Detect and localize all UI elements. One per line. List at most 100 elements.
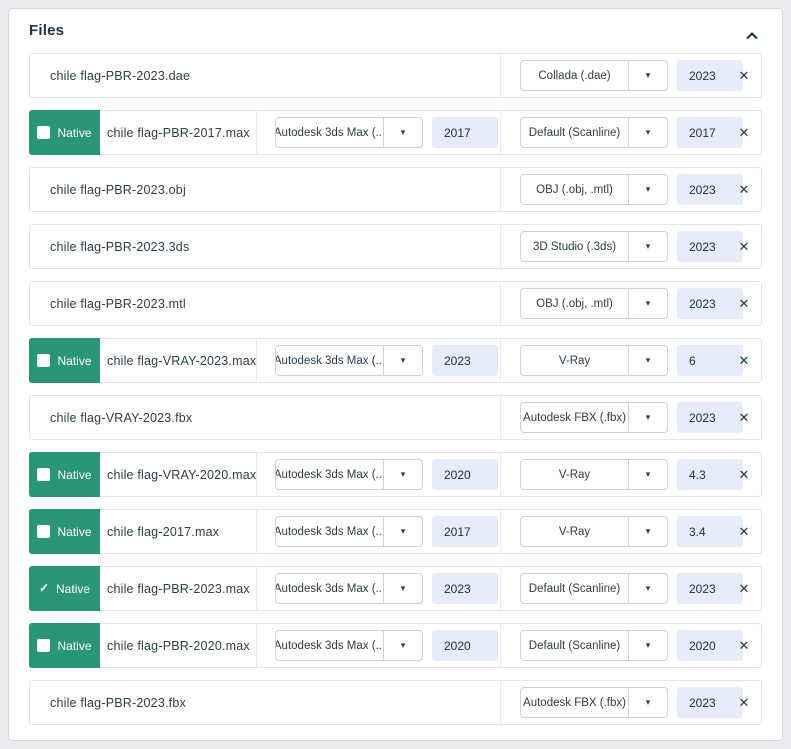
close-icon: ✕ xyxy=(738,238,750,254)
native-badge[interactable]: Native xyxy=(29,452,100,497)
native-checkbox[interactable]: ✓ xyxy=(38,581,50,595)
renderer-version-input[interactable] xyxy=(677,117,743,148)
chevron-down-icon[interactable]: ▾ xyxy=(400,127,406,137)
file-name: chile flag-VRAY-2020.max xyxy=(107,467,257,482)
file-row: Native chile flag-2017.max Autodesk 3ds … xyxy=(29,509,762,554)
chevron-down-icon[interactable]: ▾ xyxy=(645,526,651,536)
native-checkbox[interactable] xyxy=(37,126,51,139)
panel-header: Files xyxy=(9,9,782,53)
chevron-down-icon[interactable]: ▾ xyxy=(400,355,406,365)
renderer-version-input[interactable] xyxy=(677,288,743,319)
renderer-version-input[interactable] xyxy=(677,345,743,376)
renderer-version-input[interactable] xyxy=(677,231,743,262)
renderer-format-select[interactable]: 3D Studio (.3ds) ▾ xyxy=(520,231,668,262)
renderer-format-select-value: V-Ray xyxy=(521,460,629,489)
native-label: Native xyxy=(57,125,92,140)
renderer-version-input[interactable] xyxy=(677,402,743,433)
software-format-select[interactable]: Autodesk 3ds Max (... ▾ xyxy=(275,117,423,148)
renderer-format-select[interactable]: V-Ray ▾ xyxy=(520,516,668,547)
native-badge[interactable]: ✓ Native xyxy=(29,566,100,611)
software-format-group: Autodesk 3ds Max (... ▾ xyxy=(275,630,498,661)
renderer-format-select[interactable]: OBJ (.obj, .mtl) ▾ xyxy=(520,174,668,205)
renderer-format-select[interactable]: Autodesk FBX (.fbx) ▾ xyxy=(520,687,668,718)
close-button[interactable]: ✕ xyxy=(732,235,756,259)
renderer-format-select[interactable]: Default (Scanline) ▾ xyxy=(520,573,668,604)
renderer-format-select[interactable]: Autodesk FBX (.fbx) ▾ xyxy=(520,402,668,433)
chevron-down-icon[interactable]: ▾ xyxy=(645,184,651,194)
section-divider xyxy=(256,453,257,496)
file-name: chile flag-PBR-2023.fbx xyxy=(50,695,186,710)
close-button[interactable]: ✕ xyxy=(732,634,756,658)
chevron-down-icon[interactable]: ▾ xyxy=(645,241,651,251)
renderer-version-input[interactable] xyxy=(677,60,743,91)
native-badge[interactable]: Native xyxy=(29,338,100,383)
native-badge[interactable]: Native xyxy=(29,509,100,554)
software-format-select[interactable]: Autodesk 3ds Max (... ▾ xyxy=(275,630,423,661)
renderer-format-select[interactable]: V-Ray ▾ xyxy=(520,345,668,376)
chevron-down-icon[interactable]: ▾ xyxy=(400,469,406,479)
renderer-format-select[interactable]: OBJ (.obj, .mtl) ▾ xyxy=(520,288,668,319)
renderer-format-group: V-Ray ▾ xyxy=(520,516,743,547)
close-button[interactable]: ✕ xyxy=(732,520,756,544)
renderer-format-select[interactable]: Default (Scanline) ▾ xyxy=(520,630,668,661)
renderer-format-select[interactable]: Collada (.dae) ▾ xyxy=(520,60,668,91)
native-checkbox[interactable] xyxy=(37,639,51,652)
native-badge[interactable]: Native xyxy=(29,623,100,668)
section-divider xyxy=(500,510,501,553)
software-version-input[interactable] xyxy=(432,573,498,604)
renderer-format-select-value: OBJ (.obj, .mtl) xyxy=(521,175,629,204)
renderer-format-select-value: Autodesk FBX (.fbx) xyxy=(521,403,629,432)
software-version-input[interactable] xyxy=(432,516,498,547)
chevron-down-icon[interactable]: ▾ xyxy=(645,70,651,80)
renderer-version-input[interactable] xyxy=(677,630,743,661)
close-button[interactable]: ✕ xyxy=(732,406,756,430)
chevron-down-icon[interactable]: ▾ xyxy=(645,412,651,422)
chevron-down-icon[interactable]: ▾ xyxy=(645,583,651,593)
close-button[interactable]: ✕ xyxy=(732,691,756,715)
chevron-down-icon[interactable]: ▾ xyxy=(645,127,651,137)
chevron-down-icon[interactable]: ▾ xyxy=(400,526,406,536)
chevron-down-icon[interactable]: ▾ xyxy=(645,697,651,707)
renderer-version-input[interactable] xyxy=(677,174,743,205)
close-button[interactable]: ✕ xyxy=(732,463,756,487)
chevron-down-icon[interactable]: ▾ xyxy=(645,640,651,650)
chevron-down-icon[interactable]: ▾ xyxy=(645,355,651,365)
chevron-down-icon[interactable]: ▾ xyxy=(400,640,406,650)
software-format-select[interactable]: Autodesk 3ds Max (... ▾ xyxy=(275,516,423,547)
file-row: Native chile flag-VRAY-2023.max Autodesk… xyxy=(29,338,762,383)
close-button[interactable]: ✕ xyxy=(732,121,756,145)
chevron-down-icon[interactable]: ▾ xyxy=(645,469,651,479)
native-badge[interactable]: Native xyxy=(29,110,100,155)
software-version-input[interactable] xyxy=(432,459,498,490)
software-version-input[interactable] xyxy=(432,630,498,661)
close-button[interactable]: ✕ xyxy=(732,64,756,88)
close-button[interactable]: ✕ xyxy=(732,349,756,373)
native-checkbox[interactable] xyxy=(37,525,51,538)
native-checkbox[interactable] xyxy=(37,468,51,481)
renderer-version-input[interactable] xyxy=(677,459,743,490)
close-button[interactable]: ✕ xyxy=(732,292,756,316)
software-format-select[interactable]: Autodesk 3ds Max (... ▾ xyxy=(275,459,423,490)
software-format-select[interactable]: Autodesk 3ds Max (... ▾ xyxy=(275,345,423,376)
section-divider xyxy=(500,681,501,724)
file-list: chile flag-PBR-2023.dae Collada (.dae) ▾… xyxy=(9,53,782,725)
software-format-select[interactable]: Autodesk 3ds Max (... ▾ xyxy=(275,573,423,604)
software-format-select-value: Autodesk 3ds Max (... xyxy=(276,346,384,375)
renderer-format-select[interactable]: Default (Scanline) ▾ xyxy=(520,117,668,148)
file-row: ✓ Native chile flag-PBR-2023.max Autodes… xyxy=(29,566,762,611)
chevron-down-icon[interactable]: ▾ xyxy=(645,298,651,308)
chevron-down-icon[interactable]: ▾ xyxy=(400,583,406,593)
close-button[interactable]: ✕ xyxy=(732,577,756,601)
close-button[interactable]: ✕ xyxy=(732,178,756,202)
renderer-format-select-value: OBJ (.obj, .mtl) xyxy=(521,289,629,318)
renderer-version-input[interactable] xyxy=(677,573,743,604)
section-divider xyxy=(500,624,501,667)
software-version-input[interactable] xyxy=(432,345,498,376)
renderer-format-select[interactable]: V-Ray ▾ xyxy=(520,459,668,490)
native-checkbox[interactable] xyxy=(37,354,51,367)
software-format-group: Autodesk 3ds Max (... ▾ xyxy=(275,573,498,604)
renderer-version-input[interactable] xyxy=(677,516,743,547)
renderer-version-input[interactable] xyxy=(677,687,743,718)
collapse-button[interactable] xyxy=(740,23,764,47)
software-version-input[interactable] xyxy=(432,117,498,148)
